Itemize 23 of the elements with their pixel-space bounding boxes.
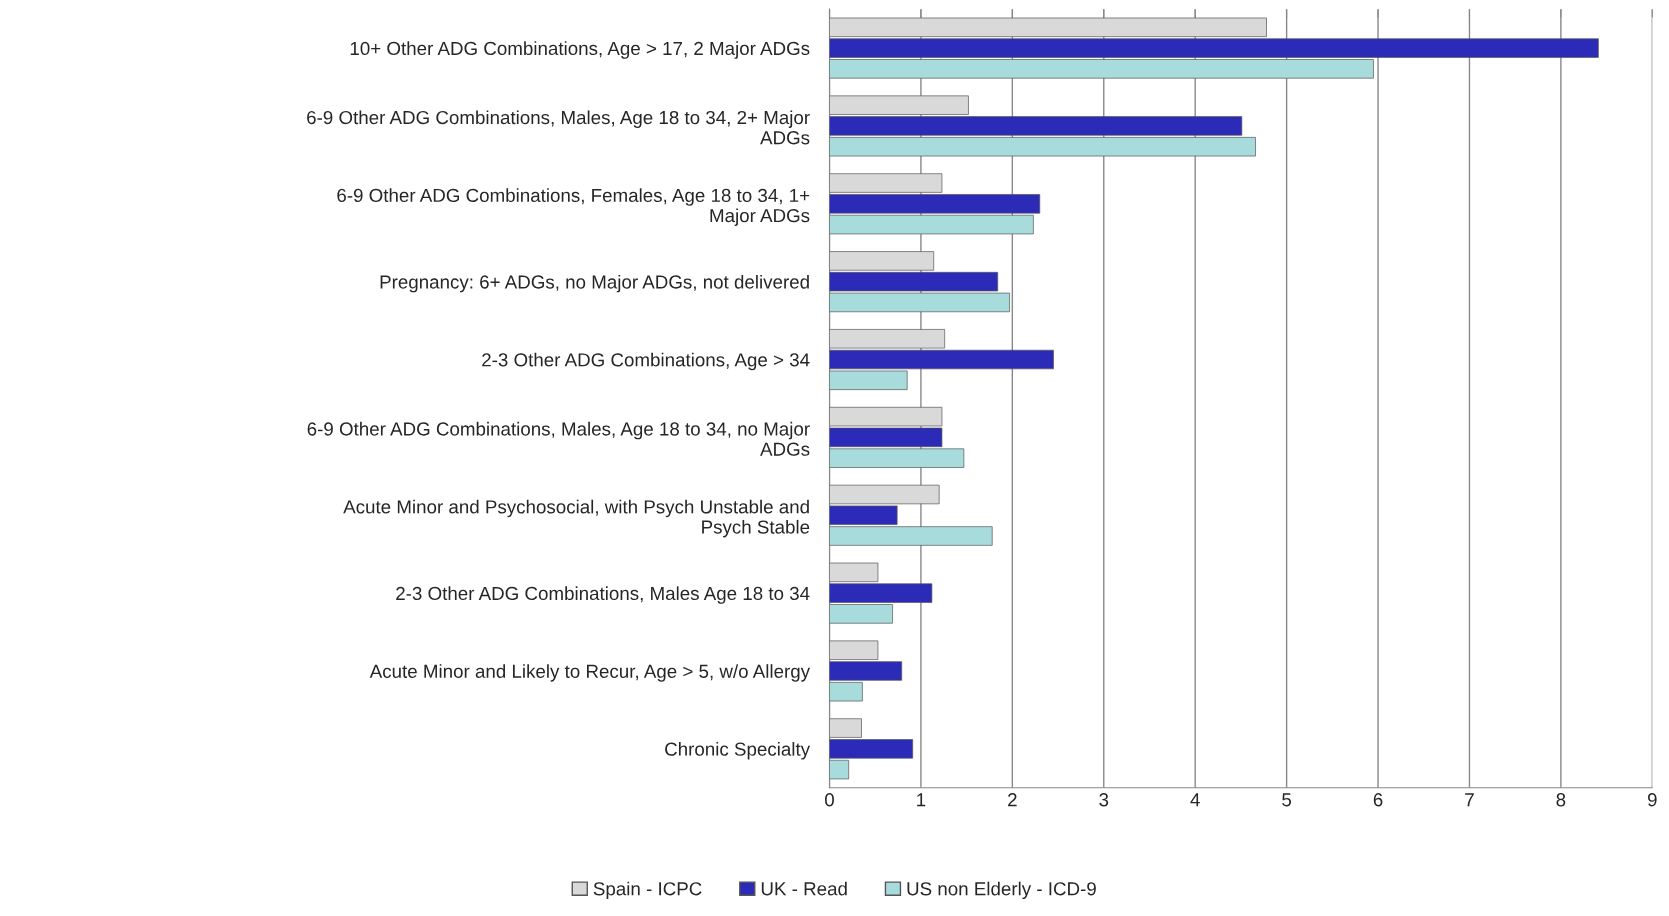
y-tick-label: 6-9 Other ADG Combinations, Females, Age 18 to 34, 1+ Major ADGs [337, 188, 810, 226]
y-tick-label: 6-9 Other ADG Combinations, Males, Age 18 to 34, no Major ADGs [307, 421, 810, 456]
y-tick-label: Chronic Specialty [665, 742, 811, 760]
x-tick-label: 0 [825, 793, 834, 807]
x-tick-label: 1 [917, 793, 926, 807]
legend-label: US non Elderly - ICD-9 [907, 881, 1096, 900]
y-tick-label: 2-3 Other ADG Combinations, Age > 34 [482, 352, 810, 371]
x-tick-label: 5 [1282, 793, 1292, 807]
y-tick-label: Acute Minor and Psychosocial, with Psych Unstable and Psych Stable [343, 499, 810, 538]
x-tick-label: 4 [1190, 793, 1200, 807]
x-tick-label: 7 [1465, 793, 1474, 807]
x-tick-label: 3 [1099, 793, 1109, 807]
legend-label: UK - Read [761, 881, 847, 896]
y-tick-label: Pregnancy: 6+ ADGs, no Major ADGs, not delivered [380, 274, 809, 293]
y-tick-label: 2-3 Other ADG Combinations, Males Age 18 to 34 [396, 586, 810, 604]
y-tick-label: 10+ Other ADG Combinations, Age > 17, 2 Major ADGs [350, 41, 810, 59]
x-tick-label: 2 [1008, 793, 1017, 807]
x-tick-label: 9 [1647, 793, 1657, 807]
x-tick-label: 8 [1556, 793, 1566, 807]
y-tick-label: Acute Minor and Likely to Recur, Age > 5, w/o Allergy [369, 664, 811, 682]
y-tick-label: 6-9 Other ADG Combinations, Males, Age 18 to 34, 2+ Major ADGs [307, 110, 810, 145]
legend-label: Spain - ICPC [593, 881, 702, 900]
x-tick-label: 6 [1373, 793, 1383, 807]
